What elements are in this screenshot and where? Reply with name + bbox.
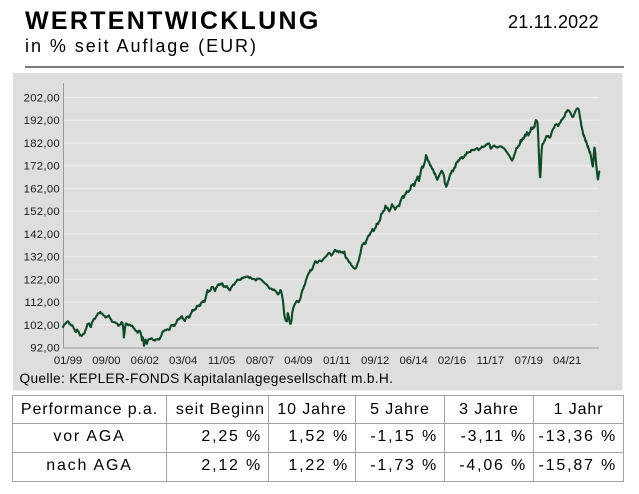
svg-text:122,00: 122,00 [24, 274, 60, 286]
svg-text:132,00: 132,00 [24, 252, 60, 264]
svg-text:04/09: 04/09 [284, 355, 312, 367]
svg-text:172,00: 172,00 [24, 161, 60, 173]
svg-text:02/16: 02/16 [438, 355, 466, 367]
svg-text:112,00: 112,00 [24, 297, 60, 309]
svg-text:09/12: 09/12 [361, 355, 389, 367]
svg-text:06/02: 06/02 [131, 355, 159, 367]
svg-text:162,00: 162,00 [24, 183, 60, 195]
svg-text:192,00: 192,00 [24, 115, 60, 127]
svg-text:09/00: 09/00 [92, 355, 120, 367]
svg-text:Quelle: KEPLER-FONDS Kapitalan: Quelle: KEPLER-FONDS Kapitalanlagegesell… [20, 371, 394, 386]
svg-text:182,00: 182,00 [24, 138, 60, 150]
svg-text:06/14: 06/14 [399, 355, 427, 367]
svg-text:152,00: 152,00 [24, 206, 60, 218]
svg-text:11/05: 11/05 [208, 355, 235, 367]
svg-text:07/19: 07/19 [515, 355, 543, 367]
svg-text:142,00: 142,00 [24, 229, 60, 241]
svg-text:01/11: 01/11 [323, 355, 350, 367]
svg-text:08/07: 08/07 [246, 355, 274, 367]
svg-text:03/04: 03/04 [169, 355, 197, 367]
svg-text:11/17: 11/17 [477, 355, 504, 367]
svg-text:01/99: 01/99 [54, 355, 82, 367]
svg-text:04/21: 04/21 [553, 355, 581, 367]
svg-text:202,00: 202,00 [24, 93, 60, 105]
svg-text:92,00: 92,00 [30, 343, 60, 355]
svg-text:102,00: 102,00 [24, 320, 60, 332]
